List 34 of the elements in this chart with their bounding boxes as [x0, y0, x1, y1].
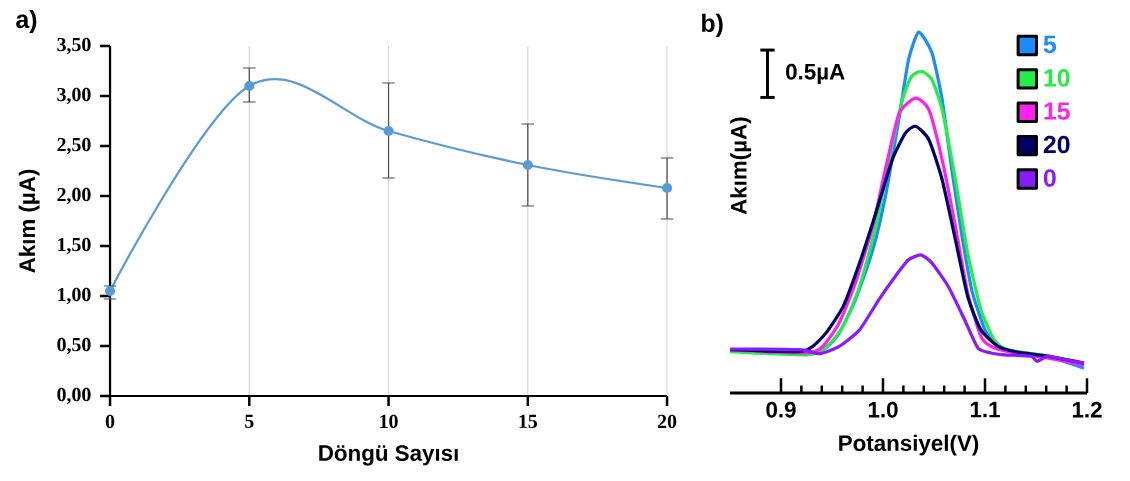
y-tick-label: 2,00	[57, 187, 91, 205]
legend-label: 0	[1043, 169, 1056, 187]
y-tick-label: 3,50	[57, 37, 91, 55]
x-tick-label: 20	[657, 414, 677, 429]
x-tick-label: 1.2	[1072, 401, 1102, 418]
point	[244, 80, 255, 92]
x-tick-label: 10	[380, 414, 398, 429]
x-axis-title: Döngü Sayısı	[319, 445, 458, 466]
point	[661, 182, 673, 194]
y-axis-title: Akım (µA)	[18, 169, 40, 273]
chart-title: b)	[702, 13, 723, 37]
x-tick-label: 0.9	[766, 401, 796, 418]
x-tick-label: 15	[519, 414, 537, 428]
x-tick-label: 5	[245, 414, 254, 428]
legend-label: 5	[1043, 35, 1057, 54]
legend-label: 10	[1044, 69, 1070, 87]
legend-label: 15	[1044, 102, 1070, 120]
point	[104, 285, 116, 297]
legend-label: 20	[1043, 135, 1070, 154]
y-tick-label: 2,50	[57, 137, 91, 155]
x-tick-label: 1.0	[868, 401, 898, 418]
y-tick-label: 1,00	[58, 287, 91, 305]
y-tick-label: 0,00	[57, 387, 91, 405]
x-axis-title: Potansiyel(V)	[839, 434, 979, 456]
x-tick-label: 0	[105, 414, 115, 429]
point	[522, 159, 533, 171]
y-axis-title: Akım(µA)	[730, 117, 752, 215]
point	[383, 125, 394, 137]
annotation: 0.5µA	[786, 63, 845, 85]
y-tick-label: 1,50	[58, 237, 91, 255]
chart-title: a)	[16, 9, 37, 34]
x-tick-label: 1.1	[970, 401, 1000, 418]
y-tick-label: 3,00	[57, 87, 91, 105]
y-tick-label: 0,50	[57, 337, 91, 355]
